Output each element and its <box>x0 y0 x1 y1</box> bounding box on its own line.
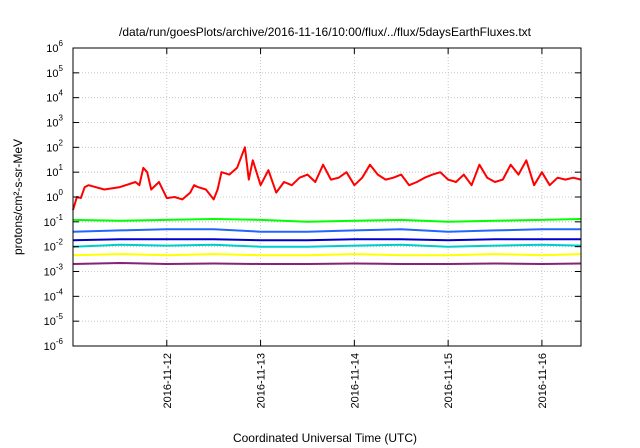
y-tick-label: 10-6 <box>44 337 64 353</box>
x-tick-label: 2016-11-14 <box>349 353 361 408</box>
y-tick-label: 100 <box>46 188 63 204</box>
x-tick-label: 2016-11-12 <box>162 353 174 408</box>
y-tick-label: 10-2 <box>44 238 64 254</box>
y-tick-label: 101 <box>46 163 63 179</box>
y-tick-label: 106 <box>46 39 63 55</box>
series-line-7 <box>72 262 582 265</box>
chart-title: /data/run/goesPlots/archive/2016-11-16/1… <box>119 25 532 39</box>
series-layer <box>72 146 582 265</box>
x-axis-label: Coordinated Universal Time (UTC) <box>233 431 417 445</box>
series-line-3 <box>72 228 581 233</box>
series-line-5 <box>72 243 582 248</box>
y-tick-label: 10-5 <box>44 312 64 328</box>
y-axis-ticks: 10-6 10-5 10-4 10-3 10-2 10-1 100 101 102 103 104 1… <box>44 39 581 353</box>
y-tick-label: 10-4 <box>44 287 64 303</box>
y-tick-label: 105 <box>46 64 63 80</box>
x-axis-ticks: 2016-11-12 2016-11-13 2016-11-14 2016-11-15… <box>162 48 549 408</box>
x-tick-label: 2016-11-13 <box>256 353 268 408</box>
series-line-1 <box>72 146 582 211</box>
y-tick-label: 10-1 <box>44 213 64 229</box>
y-tick-label: 102 <box>46 138 63 154</box>
x-tick-label: 2016-11-16 <box>537 353 549 408</box>
y-tick-label: 104 <box>46 89 63 105</box>
plot-frame <box>72 47 582 347</box>
series-line-2 <box>72 218 582 223</box>
y-tick-label: 103 <box>46 114 63 130</box>
series-line-6 <box>72 253 582 257</box>
series-line-4 <box>72 238 581 242</box>
grid-lines <box>73 48 581 346</box>
x-tick-label: 2016-11-15 <box>443 353 455 408</box>
y-tick-label: 10-3 <box>44 263 64 279</box>
y-axis-label: protons/cm²-s-sr-MeV <box>11 139 25 255</box>
